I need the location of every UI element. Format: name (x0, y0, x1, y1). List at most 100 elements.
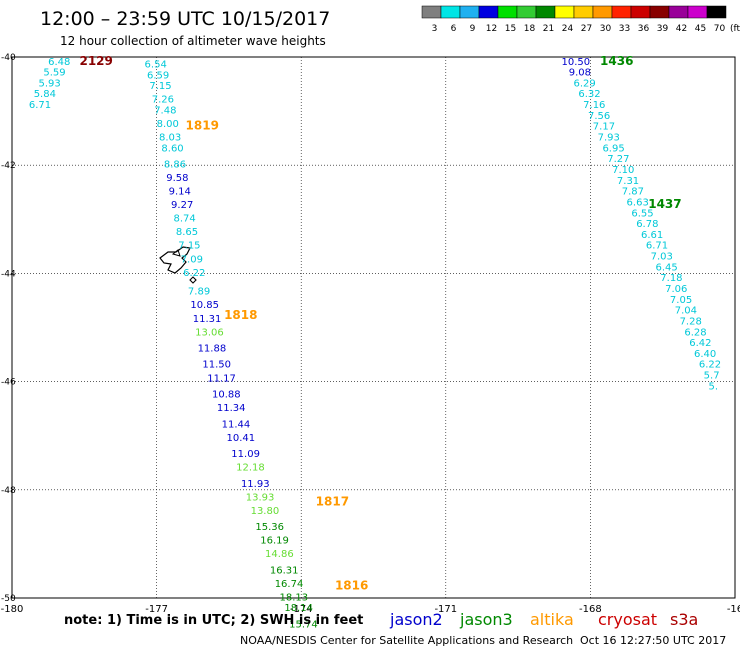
swh-value: 11.88 (198, 344, 227, 355)
legend-swatch (478, 5, 499, 19)
legend-swatch (630, 5, 651, 19)
swh-value: 11.09 (231, 449, 260, 460)
swh-value: 10.50 (561, 57, 590, 68)
y-tick-label: -48 (1, 486, 16, 496)
legend-label: 33 (619, 24, 630, 34)
legend-label: 36 (638, 24, 650, 34)
legend-label: 45 (695, 24, 706, 34)
swh-value: 10.88 (212, 390, 241, 401)
units-note: note: 1) Time is in UTC; 2) SWH is in fe… (64, 613, 363, 628)
satellite-name: altika (530, 610, 574, 629)
legend-label: 24 (562, 24, 574, 34)
islet-marker (189, 276, 197, 284)
y-tick-label: -50 (1, 594, 16, 604)
swh-value: 5.93 (39, 78, 61, 89)
swh-value: 7.06 (665, 284, 687, 295)
legend-label: 21 (543, 24, 554, 34)
legend-swatch (611, 5, 632, 19)
legend-label: 15 (505, 24, 516, 34)
pass-time-label: 1437 (648, 197, 681, 211)
y-tick-label: -44 (1, 269, 16, 279)
legend-label: 3 (432, 24, 438, 34)
legend-label: 6 (451, 24, 457, 34)
legend-label: 27 (581, 24, 592, 34)
legend-swatch (706, 5, 727, 19)
swh-value: 7.09 (181, 254, 203, 265)
swh-value: 11.50 (202, 360, 231, 371)
swh-value: 11.44 (222, 419, 251, 430)
y-tick-label: -42 (1, 161, 16, 171)
swh-value: 5.59 (43, 68, 65, 79)
legend-label: 18 (524, 24, 536, 34)
swh-value: 7.56 (588, 111, 610, 122)
y-tick-label: -40 (1, 53, 16, 63)
legend-swatch (668, 5, 689, 19)
swh-value: 11.93 (241, 479, 270, 490)
swh-value: 16.19 (260, 536, 289, 547)
swh-value: 10.85 (190, 300, 219, 311)
swh-value: 8.86 (164, 160, 186, 171)
swh-value: 9.08 (569, 68, 591, 79)
swh-value: 6.45 (655, 262, 677, 273)
swh-value: 7.05 (670, 295, 692, 306)
swh-value: 6.32 (578, 89, 600, 100)
credit-text: NOAA/NESDIS Center for Satellite Applica… (240, 634, 573, 647)
swh-value: 6.55 (631, 208, 653, 219)
swh-value: 6.29 (574, 78, 596, 89)
legend-swatch (649, 5, 670, 19)
satellite-name: s3a (670, 610, 698, 629)
swh-value: 15.36 (255, 522, 284, 533)
swh-value: 5.84 (34, 89, 56, 100)
legend-swatch (459, 5, 480, 19)
pass-time-label: 1817 (316, 495, 349, 509)
swh-value: 6.78 (636, 219, 658, 230)
pass-time-label: 1436 (600, 54, 633, 68)
swh-value: 6.40 (694, 349, 716, 360)
legend-swatch (592, 5, 613, 19)
x-tick-label: -171 (434, 604, 457, 615)
swh-value: 7.89 (188, 287, 210, 298)
y-tick-label: -46 (1, 378, 16, 388)
legend-swatch (535, 5, 556, 19)
legend-swatch (516, 5, 537, 19)
swh-value: 6.54 (145, 59, 167, 70)
swh-value: 10.41 (226, 433, 255, 444)
satellite-name: jason2 (389, 610, 443, 629)
legend-swatch (440, 5, 461, 19)
swh-value: 7.15 (149, 81, 171, 92)
swh-value: 12.18 (236, 463, 265, 474)
legend-swatch (573, 5, 594, 19)
swh-value: 8.60 (161, 143, 183, 154)
swh-value: 6.22 (699, 360, 721, 371)
swh-value: 7.93 (598, 133, 620, 144)
swh-value: 6.63 (627, 197, 649, 208)
legend-swatch (497, 5, 518, 19)
swh-value: 6.61 (641, 230, 663, 241)
swh-value: 8.74 (173, 214, 195, 225)
legend-label: 9 (470, 24, 476, 34)
swh-value: 14.86 (265, 549, 294, 560)
swh-value: 6.71 (29, 100, 51, 111)
swh-value: 5. (708, 381, 718, 392)
pass-time-label: 2129 (79, 54, 112, 68)
swh-value: 16.74 (275, 579, 304, 590)
swh-value: 8.65 (176, 227, 198, 238)
swh-value: 5.7 (704, 371, 720, 382)
swh-value: 8.00 (157, 119, 179, 130)
swh-value: 11.34 (217, 403, 246, 414)
swh-value: 7.16 (583, 100, 605, 111)
island-outline (159, 246, 197, 284)
x-tick-label: -168 (579, 604, 602, 615)
x-tick-label: -177 (145, 604, 168, 615)
swh-value: 6.28 (684, 327, 706, 338)
swh-value: 6.48 (48, 57, 70, 68)
legend-label: 70 (714, 24, 726, 34)
page-subtitle: 12 hour collection of altimeter wave hei… (60, 34, 326, 48)
page-title: 12:00 – 23:59 UTC 10/15/2017 (40, 8, 330, 30)
swh-value: 7.28 (680, 316, 702, 327)
legend-swatch (554, 5, 575, 19)
legend-label: 39 (657, 24, 669, 34)
swh-value: 13.80 (251, 506, 280, 517)
